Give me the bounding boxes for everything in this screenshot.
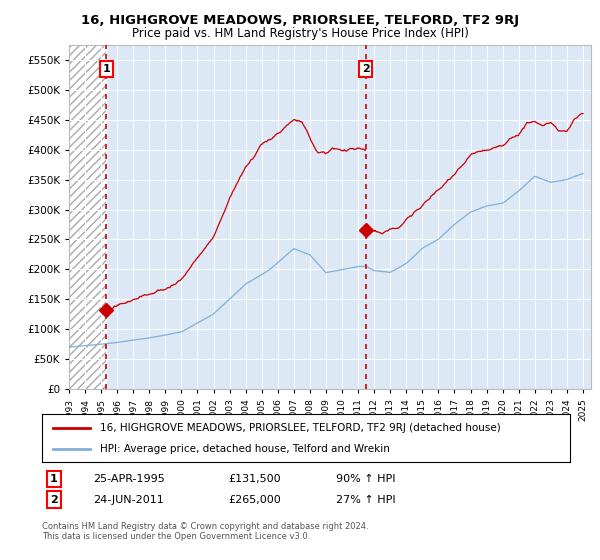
Text: HPI: Average price, detached house, Telford and Wrekin: HPI: Average price, detached house, Telf… xyxy=(100,444,390,454)
Text: Contains HM Land Registry data © Crown copyright and database right 2024.
This d: Contains HM Land Registry data © Crown c… xyxy=(42,522,368,542)
Bar xyxy=(69,45,106,389)
Text: 25-APR-1995: 25-APR-1995 xyxy=(93,474,165,484)
Text: 16, HIGHGROVE MEADOWS, PRIORSLEE, TELFORD, TF2 9RJ: 16, HIGHGROVE MEADOWS, PRIORSLEE, TELFOR… xyxy=(81,14,519,27)
Text: 1: 1 xyxy=(50,474,58,484)
Text: £265,000: £265,000 xyxy=(228,494,281,505)
Text: Price paid vs. HM Land Registry's House Price Index (HPI): Price paid vs. HM Land Registry's House … xyxy=(131,27,469,40)
Bar xyxy=(69,45,106,389)
Text: 1: 1 xyxy=(103,64,110,74)
Text: 2: 2 xyxy=(362,64,370,74)
Text: 24-JUN-2011: 24-JUN-2011 xyxy=(93,494,164,505)
Text: 16, HIGHGROVE MEADOWS, PRIORSLEE, TELFORD, TF2 9RJ (detached house): 16, HIGHGROVE MEADOWS, PRIORSLEE, TELFOR… xyxy=(100,423,501,433)
Text: £131,500: £131,500 xyxy=(228,474,281,484)
Text: 27% ↑ HPI: 27% ↑ HPI xyxy=(336,494,395,505)
Text: 90% ↑ HPI: 90% ↑ HPI xyxy=(336,474,395,484)
Text: 2: 2 xyxy=(50,494,58,505)
